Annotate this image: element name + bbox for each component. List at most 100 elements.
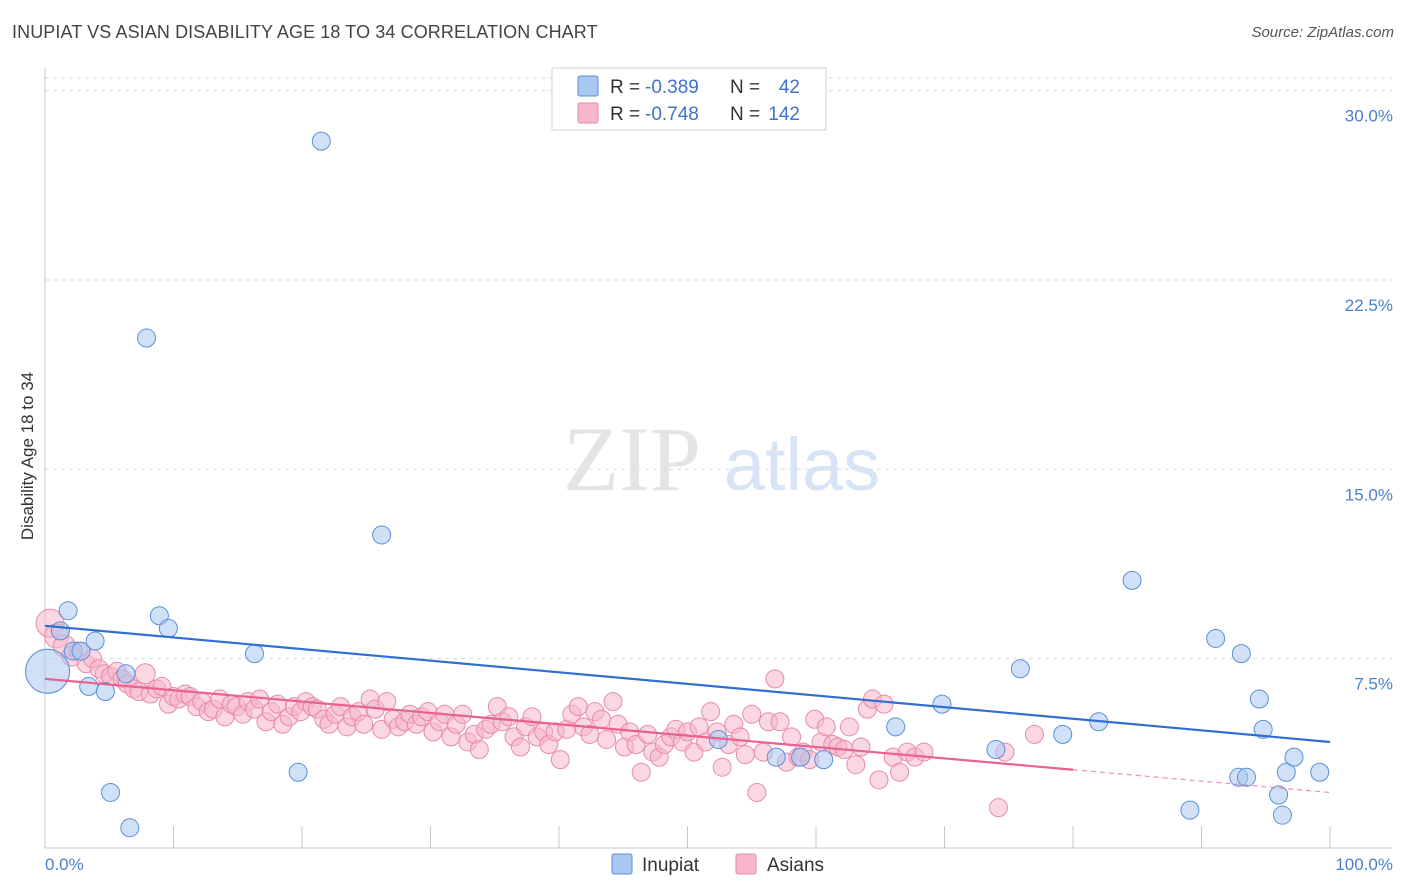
asian-point: [631, 762, 651, 782]
x-tick-label-min: 0.0%: [45, 855, 84, 874]
inupiat-point: [986, 740, 1006, 760]
inupiat-point: [137, 328, 157, 348]
legend-row1-r-value: -0.389: [645, 77, 699, 98]
tick-labels: 7.5% 15.0% 22.5% 30.0% 0.0% 100.0%: [45, 107, 1393, 874]
bottom-legend-asians-swatch: [735, 853, 757, 875]
asian-point: [765, 669, 785, 689]
y-tick-label: 30.0%: [1345, 107, 1393, 126]
source-label: Source: ZipAtlas.com: [1251, 24, 1394, 41]
asian-point: [742, 704, 762, 724]
watermark: ZIP atlas: [563, 408, 880, 510]
asian-point: [469, 740, 489, 760]
inupiat-point: [158, 618, 178, 638]
y-axis-label: Disability Age 18 to 34: [18, 372, 37, 540]
legend-row1-n-label: N =: [730, 77, 765, 98]
inupiat-point: [766, 747, 786, 767]
axes: [44, 68, 1392, 849]
asian-point: [1024, 724, 1044, 744]
asian-points: [35, 608, 1044, 818]
y-tick-label: 22.5%: [1345, 296, 1393, 315]
trend-lines: [44, 624, 1331, 794]
series-legend: Inupiat Asians: [611, 853, 824, 876]
asian-point: [890, 762, 910, 782]
inupiat-point: [886, 717, 906, 737]
asian-point: [988, 798, 1008, 818]
inupiat-point: [1236, 767, 1256, 787]
inupiat-point: [1276, 762, 1296, 782]
inupiat-point: [58, 601, 78, 621]
legend-row1-n-value: 42: [779, 77, 800, 98]
inupiat-point: [311, 131, 331, 151]
inupiat-point: [1231, 644, 1251, 664]
chart-title: INUPIAT VS ASIAN DISABILITY AGE 18 TO 34…: [12, 22, 598, 42]
asian-point: [603, 692, 623, 712]
inupiat-point: [1253, 719, 1273, 739]
asian-point: [712, 757, 732, 777]
legend-asian-swatch: [577, 102, 599, 124]
asian-point: [851, 737, 871, 757]
asian-point: [730, 727, 750, 747]
inupiat-point: [1310, 762, 1330, 782]
asian-point: [568, 697, 588, 717]
inupiat-point: [71, 641, 91, 661]
legend-row2-n-label: N =: [730, 104, 765, 125]
asian-point: [591, 709, 611, 729]
inupiat-point: [932, 694, 952, 714]
legend-row2-r-label: R =: [610, 104, 645, 125]
asian-point: [846, 755, 866, 775]
asian-trend-line-extension: [1072, 769, 1331, 794]
asian-point: [377, 692, 397, 712]
bottom-legend-inupiat-swatch: [611, 853, 633, 875]
bottom-legend-inupiat-label: Inupiat: [642, 855, 700, 876]
inupiat-point: [1272, 805, 1292, 825]
legend-row1-r-label: R =: [610, 77, 645, 98]
inupiat-trend-line: [44, 624, 1331, 744]
legend-row2-r-value: -0.748: [645, 104, 699, 125]
asian-point: [747, 782, 767, 802]
legend-row2-n-value: 142: [768, 104, 800, 125]
asian-point: [638, 724, 658, 744]
asian-point: [816, 717, 836, 737]
correlation-legend: R = -0.389 N = 42 R = -0.748 N = 142: [551, 67, 827, 131]
inupiat-points: [25, 131, 1330, 838]
asian-point: [354, 714, 374, 734]
inupiat-point: [1284, 747, 1304, 767]
inupiat-point: [1010, 659, 1030, 679]
inupiat-point: [1122, 570, 1142, 590]
asian-point: [874, 694, 894, 714]
inupiat-point: [814, 750, 834, 770]
inupiat-point: [1206, 628, 1226, 648]
y-tick-label: 15.0%: [1345, 485, 1393, 504]
watermark-atlas: atlas: [724, 423, 880, 506]
asian-trend-line: [44, 677, 1074, 771]
inupiat-point: [101, 782, 121, 802]
asian-point: [701, 702, 721, 722]
inupiat-point: [244, 644, 264, 664]
asian-point: [914, 742, 934, 762]
bottom-legend-asians-label: Asians: [767, 855, 824, 876]
asian-point: [510, 737, 530, 757]
legend-inupiat-swatch: [577, 75, 599, 97]
x-tick-label-max: 100.0%: [1335, 855, 1393, 874]
grid-lines: [45, 77, 1392, 660]
inupiat-point: [1180, 800, 1200, 820]
asian-point: [499, 707, 519, 727]
inupiat-point: [95, 681, 115, 701]
inupiat-point: [116, 664, 136, 684]
inupiat-point: [85, 631, 105, 651]
asian-point: [597, 729, 617, 749]
inupiat-point: [79, 676, 99, 696]
asian-point: [735, 745, 755, 765]
asian-point: [770, 712, 790, 732]
inupiat-point: [372, 525, 392, 545]
y-tick-label: 7.5%: [1354, 675, 1393, 694]
asian-point: [869, 770, 889, 790]
inupiat-point: [1269, 785, 1289, 805]
inupiat-point: [120, 818, 140, 838]
inupiat-point: [288, 762, 308, 782]
inupiat-point: [25, 648, 71, 694]
watermark-zip: ZIP: [563, 408, 701, 510]
inupiat-point: [50, 621, 70, 641]
inupiat-point: [1053, 724, 1073, 744]
inupiat-point: [1249, 689, 1269, 709]
